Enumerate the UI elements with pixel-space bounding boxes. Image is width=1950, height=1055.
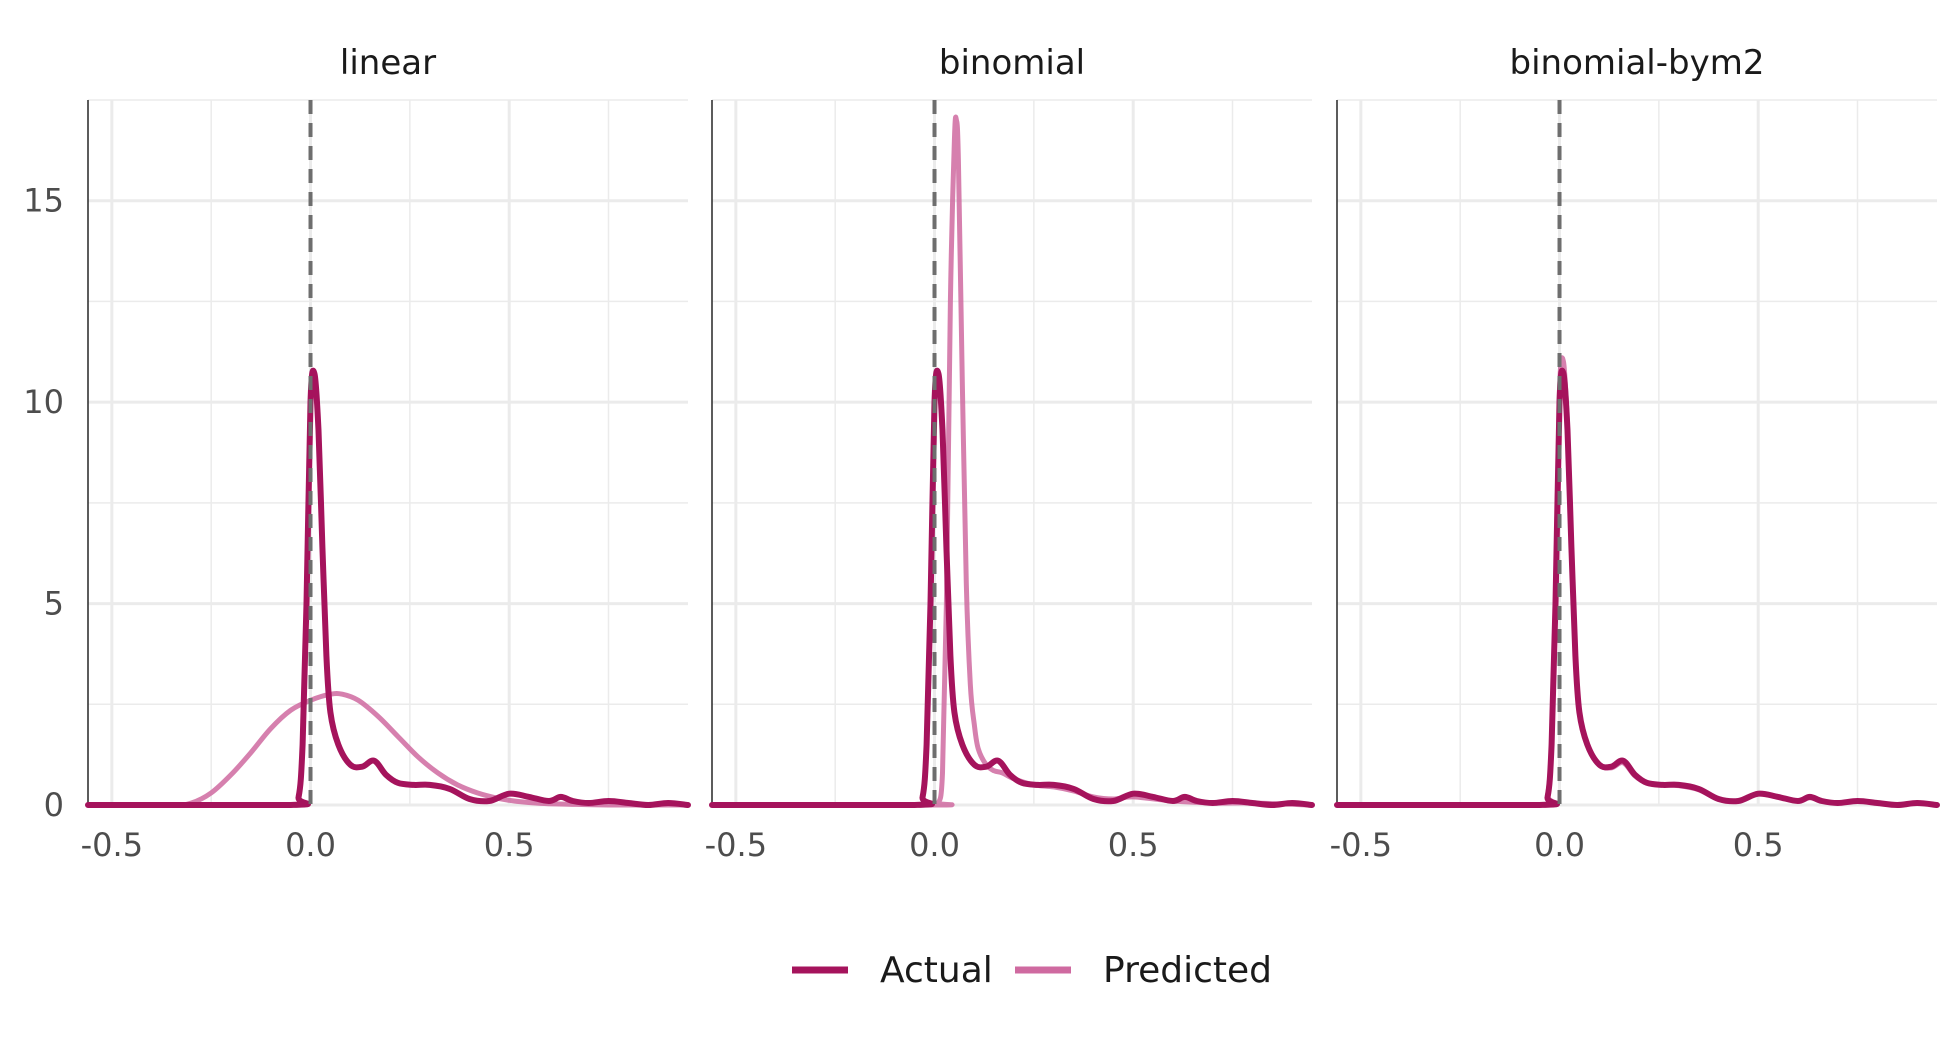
x-tick-label: 0.5 bbox=[484, 826, 535, 864]
x-tick-label: 0.0 bbox=[909, 826, 960, 864]
y-tick-label: 10 bbox=[23, 383, 64, 421]
panel-linear: linear -0.5 0.0 0.5 bbox=[81, 43, 691, 864]
x-tick-label: -0.5 bbox=[81, 826, 143, 864]
y-tick-label: 5 bbox=[44, 585, 64, 623]
x-tick-label: -0.5 bbox=[1330, 826, 1392, 864]
panel-title: binomial bbox=[939, 43, 1085, 83]
x-tick-label: 0.0 bbox=[1534, 826, 1585, 864]
legend: Actual Predicted bbox=[792, 950, 1272, 991]
legend-label-predicted: Predicted bbox=[1103, 950, 1272, 991]
legend-label-actual: Actual bbox=[880, 950, 993, 991]
panel-binomial: binomial -0.5 0.0 0.5 bbox=[705, 43, 1315, 864]
panel-title: binomial-bym2 bbox=[1510, 43, 1765, 83]
panel-binomial-bym2: binomial-bym2 -0.5 0.0 0.5 bbox=[1330, 43, 1940, 864]
series-line-predicted bbox=[1334, 355, 1940, 808]
series-line-actual bbox=[1334, 367, 1940, 809]
series-line-predicted bbox=[85, 690, 691, 808]
x-tick-label: -0.5 bbox=[705, 826, 767, 864]
x-tick-label: 0.5 bbox=[1108, 826, 1159, 864]
x-tick-label: 0.0 bbox=[285, 826, 336, 864]
series-line-actual bbox=[709, 367, 1315, 809]
series-line-actual bbox=[85, 367, 691, 809]
y-tick-label: 15 bbox=[23, 182, 64, 220]
panel-title: linear bbox=[340, 43, 436, 83]
x-tick-label: 0.5 bbox=[1733, 826, 1784, 864]
series-line-predicted bbox=[709, 114, 1315, 808]
y-tick-label: 0 bbox=[44, 786, 64, 824]
